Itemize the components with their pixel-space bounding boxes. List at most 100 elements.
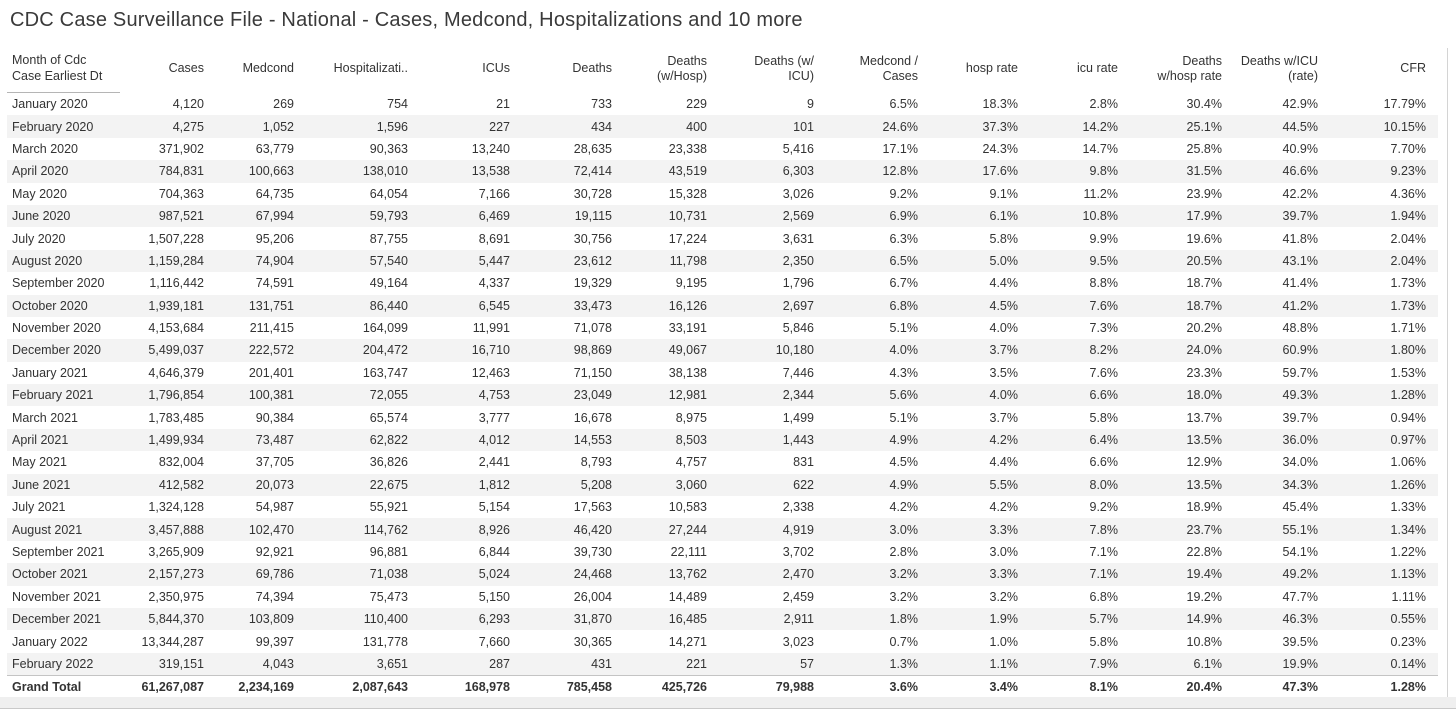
row-label[interactable]: August 2021	[12, 522, 83, 537]
cell: 6.8%	[889, 298, 919, 313]
column-header-hosp-rate[interactable]: hosp rate	[965, 61, 1018, 76]
column-header-month-of-cdc-case-earliest-dt[interactable]: Month of Cdc Case Earliest Dt	[7, 48, 120, 93]
cell: 4.0%	[989, 388, 1019, 403]
row-label[interactable]: December 2020	[12, 343, 101, 358]
row-label[interactable]: May 2021	[12, 455, 67, 470]
cell: 41.4%	[1282, 276, 1318, 291]
cell: 1.13%	[1390, 567, 1426, 582]
cell: 2,350,975	[148, 589, 204, 604]
cell: 23.7%	[1186, 522, 1222, 537]
row-label[interactable]: June 2021	[12, 477, 71, 492]
column-header-deaths-w-icu[interactable]: Deaths (w/ ICU)	[754, 53, 814, 84]
row-label[interactable]: January 2020	[12, 97, 88, 112]
row-label[interactable]: November 2021	[12, 589, 101, 604]
column-header-cfr[interactable]: CFR	[1400, 61, 1426, 76]
cell: 3.2%	[989, 589, 1019, 604]
cell: 7.3%	[1089, 321, 1119, 336]
cell: 4.9%	[889, 433, 919, 448]
cell: 30.4%	[1186, 96, 1222, 111]
cell: 17.9%	[1186, 209, 1222, 224]
cell: 2,157,273	[148, 567, 204, 582]
row-label[interactable]: July 2021	[12, 500, 66, 515]
row-label[interactable]: August 2020	[12, 253, 83, 268]
row-label[interactable]: March 2020	[12, 141, 79, 156]
row-label[interactable]: September 2021	[12, 545, 105, 559]
cell: 8.0%	[1089, 477, 1119, 492]
cell: 74,394	[255, 589, 294, 604]
cell: 1.22%	[1390, 545, 1426, 559]
column-header-deaths-w-hosp[interactable]: Deaths (w/Hosp)	[656, 53, 707, 84]
cell: 10,180	[775, 343, 814, 358]
cell: 63,779	[255, 141, 294, 156]
cell: 100,381	[248, 388, 294, 403]
table-row: July 2021 1,324,128 54,987 55,921 5,154 17,56…	[7, 496, 1438, 518]
cell: 90,384	[255, 410, 294, 425]
row-label[interactable]: July 2020	[12, 231, 66, 246]
cell: 4,646,379	[148, 365, 204, 380]
row-label[interactable]: October 2020	[12, 298, 88, 313]
cell: 6.6%	[1089, 455, 1119, 470]
cell: 4.9%	[889, 477, 919, 492]
cell: 10.8%	[1082, 209, 1118, 224]
cell: 9.1%	[989, 186, 1019, 201]
grand-total-cell: 20.4%	[1130, 675, 1234, 700]
cell: 1,116,442	[149, 276, 204, 291]
cell: 1,324,128	[148, 500, 204, 515]
column-header-hospitalizati[interactable]: Hospitalizati..	[333, 61, 408, 76]
column-header-deaths[interactable]: Deaths	[572, 61, 612, 76]
cell: 163,747	[362, 365, 408, 380]
cell: 25.1%	[1186, 119, 1222, 134]
table-row: August 2020 1,159,284 74,904 57,540 5,447 23,…	[7, 249, 1438, 273]
cell: 13,344,287	[141, 634, 204, 649]
cell: 75,473	[369, 589, 408, 604]
cell: 71,150	[573, 365, 612, 380]
column-header-deaths-w-hosp-rate[interactable]: Deaths w/hosp rate	[1157, 53, 1222, 84]
column-header-cases[interactable]: Cases	[168, 61, 204, 76]
row-label[interactable]: January 2022	[12, 634, 88, 649]
cell: 5.8%	[1089, 634, 1119, 649]
table-row: September 2021 3,265,909 92,921 96,881 6,844…	[7, 541, 1438, 563]
column-header-icu-rate[interactable]: icu rate	[1077, 61, 1118, 76]
cell: 7.6%	[1089, 298, 1119, 313]
row-label[interactable]: May 2020	[12, 186, 67, 201]
row-label[interactable]: December 2021	[12, 612, 101, 627]
cell: 19.6%	[1186, 231, 1222, 246]
row-label[interactable]: January 2021	[12, 365, 88, 380]
cell: 371,902	[158, 141, 204, 156]
cell: 16,678	[573, 410, 612, 425]
cell: 46.3%	[1282, 612, 1318, 627]
row-label[interactable]: February 2021	[12, 388, 94, 403]
cell: 3.7%	[989, 343, 1019, 358]
cell: 4,275	[172, 119, 204, 134]
cell: 18.3%	[982, 96, 1018, 111]
cell: 16,126	[668, 298, 707, 313]
table-row: January 2020 4,120 269 754 21 733 229 9 6.5% 18.3…	[7, 93, 1438, 116]
row-label[interactable]: November 2020	[12, 321, 101, 336]
column-header-medcond-cases[interactable]: Medcond / Cases	[859, 53, 918, 84]
row-label[interactable]: April 2020	[12, 164, 69, 179]
cell: 110,400	[363, 612, 408, 627]
grand-total-cell: 3.4%	[930, 675, 1030, 700]
cell: 18.7%	[1186, 298, 1222, 313]
cell: 1,052	[262, 119, 294, 134]
view-title: CDC Case Surveillance File - National - …	[10, 9, 803, 31]
column-header-deaths-w-icu-rate[interactable]: Deaths w/ICU (rate)	[1240, 53, 1318, 84]
row-label[interactable]: June 2020	[12, 209, 71, 224]
cell: 33,473	[573, 298, 612, 313]
cell: 40.9%	[1282, 141, 1318, 156]
cell: 1.33%	[1390, 500, 1426, 515]
row-label[interactable]: September 2020	[12, 276, 105, 291]
cell: 39.7%	[1282, 209, 1318, 224]
cell: 90,363	[369, 141, 408, 156]
column-header-medcond[interactable]: Medcond	[242, 61, 294, 76]
cell: 38,138	[668, 365, 707, 380]
row-label[interactable]: February 2022	[12, 656, 94, 671]
row-label[interactable]: April 2021	[12, 433, 69, 448]
table-row: January 2022 13,344,287 99,397 131,778 7,660…	[7, 630, 1438, 652]
cell: 733	[591, 96, 612, 111]
row-label[interactable]: October 2021	[12, 567, 88, 582]
row-label[interactable]: February 2020	[12, 119, 94, 134]
cell: 9.5%	[1089, 253, 1119, 268]
column-header-icus[interactable]: ICUs	[482, 61, 510, 76]
row-label[interactable]: March 2021	[12, 410, 79, 425]
